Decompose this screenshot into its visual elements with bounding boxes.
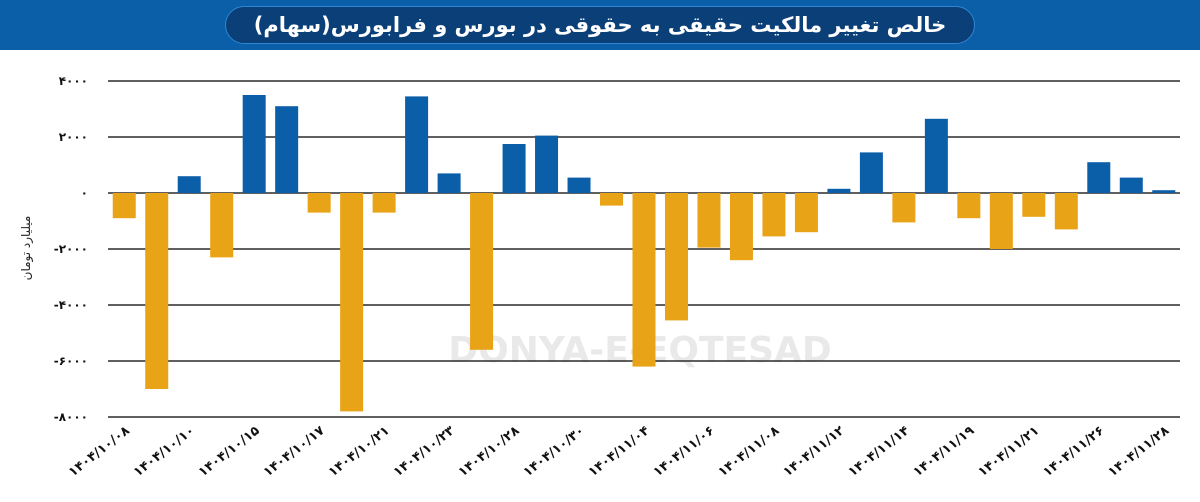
bar — [210, 193, 234, 258]
bar — [794, 193, 818, 233]
bar — [177, 176, 201, 193]
bar — [535, 135, 559, 193]
bar — [632, 193, 656, 367]
y-axis-label: میلیارد تومان — [19, 216, 34, 281]
bars — [112, 95, 1176, 412]
bar — [729, 193, 753, 261]
y-tick-label: ۴۰۰۰ — [59, 74, 88, 88]
bar — [275, 106, 299, 193]
title-pill — [225, 6, 975, 44]
y-tick-label: -۴۰۰۰ — [54, 298, 88, 312]
bar — [957, 193, 981, 219]
x-tick-label: ۱۴۰۴/۱۱/۲۶ — [1041, 423, 1108, 480]
bar — [112, 193, 136, 219]
bar — [437, 173, 461, 193]
bar — [1054, 193, 1078, 230]
y-tick-label: -۲۰۰۰ — [54, 242, 88, 256]
bar — [697, 193, 721, 248]
bar — [827, 188, 851, 193]
x-tick-label: ۱۴۰۴/۱۱/۰۶ — [651, 423, 718, 480]
x-tick-label: ۱۴۰۴/۱۱/۱۲ — [781, 423, 848, 480]
x-tick-label: ۱۴۰۴/۱۰/۲۱ — [326, 423, 393, 480]
chart-title: خالص تغییر مالکیت حقیقی به حقوقی در بورس… — [253, 13, 947, 37]
y-tick-label: -۶۰۰۰ — [54, 354, 88, 368]
y-tick-label: ۰ — [81, 186, 88, 200]
bar — [405, 96, 429, 193]
y-tick-label: ۲۰۰۰ — [59, 130, 88, 144]
bar — [859, 152, 883, 193]
bar — [145, 193, 169, 389]
bar — [470, 193, 494, 350]
bar — [340, 193, 364, 412]
bar — [1022, 193, 1046, 217]
bar — [567, 177, 591, 193]
x-tick-label: ۱۴۰۴/۱۰/۰۸ — [66, 423, 133, 480]
x-tick-label: ۱۴۰۴/۱۱/۰۴ — [586, 423, 653, 480]
x-tick-label: ۱۴۰۴/۱۱/۲۱ — [976, 423, 1043, 480]
bar — [1087, 162, 1111, 193]
x-tick-label: ۱۴۰۴/۱۰/۲۳ — [391, 423, 458, 480]
bar — [242, 95, 266, 193]
bar — [892, 193, 916, 223]
bar — [924, 118, 948, 193]
bar — [502, 144, 526, 193]
x-tick-label: ۱۴۰۴/۱۰/۲۸ — [456, 423, 523, 480]
bar — [1119, 177, 1143, 193]
x-tick-label: ۱۴۰۴/۱۰/۳۰ — [521, 423, 588, 480]
x-tick-label: ۱۴۰۴/۱۰/۱۰ — [131, 423, 198, 480]
bar — [372, 193, 396, 213]
bar — [1152, 190, 1176, 193]
bar — [664, 193, 688, 321]
x-tick-label: ۱۴۰۴/۱۱/۰۸ — [716, 423, 783, 480]
bar — [600, 193, 624, 206]
bar — [762, 193, 786, 237]
x-tick-label: ۱۴۰۴/۱۱/۱۹ — [911, 423, 978, 480]
x-axis-ticks: ۱۴۰۴/۱۰/۰۸۱۴۰۴/۱۰/۱۰۱۴۰۴/۱۰/۱۵۱۴۰۴/۱۰/۱۷… — [66, 423, 1172, 480]
x-tick-label: ۱۴۰۴/۱۰/۱۷ — [261, 423, 328, 480]
x-tick-label: ۱۴۰۴/۱۰/۱۵ — [196, 423, 263, 480]
y-axis-ticks: ۴۰۰۰ ۲۰۰۰ ۰ -۲۰۰۰ -۴۰۰۰ -۶۰۰۰ -۸۰۰۰ — [54, 74, 88, 424]
x-tick-label: ۱۴۰۴/۱۱/۱۴ — [846, 423, 913, 480]
bar — [989, 193, 1013, 249]
bar — [307, 193, 331, 213]
y-tick-label: -۸۰۰۰ — [54, 410, 88, 424]
x-tick-label: ۱۴۰۴/۱۱/۲۸ — [1105, 423, 1172, 480]
